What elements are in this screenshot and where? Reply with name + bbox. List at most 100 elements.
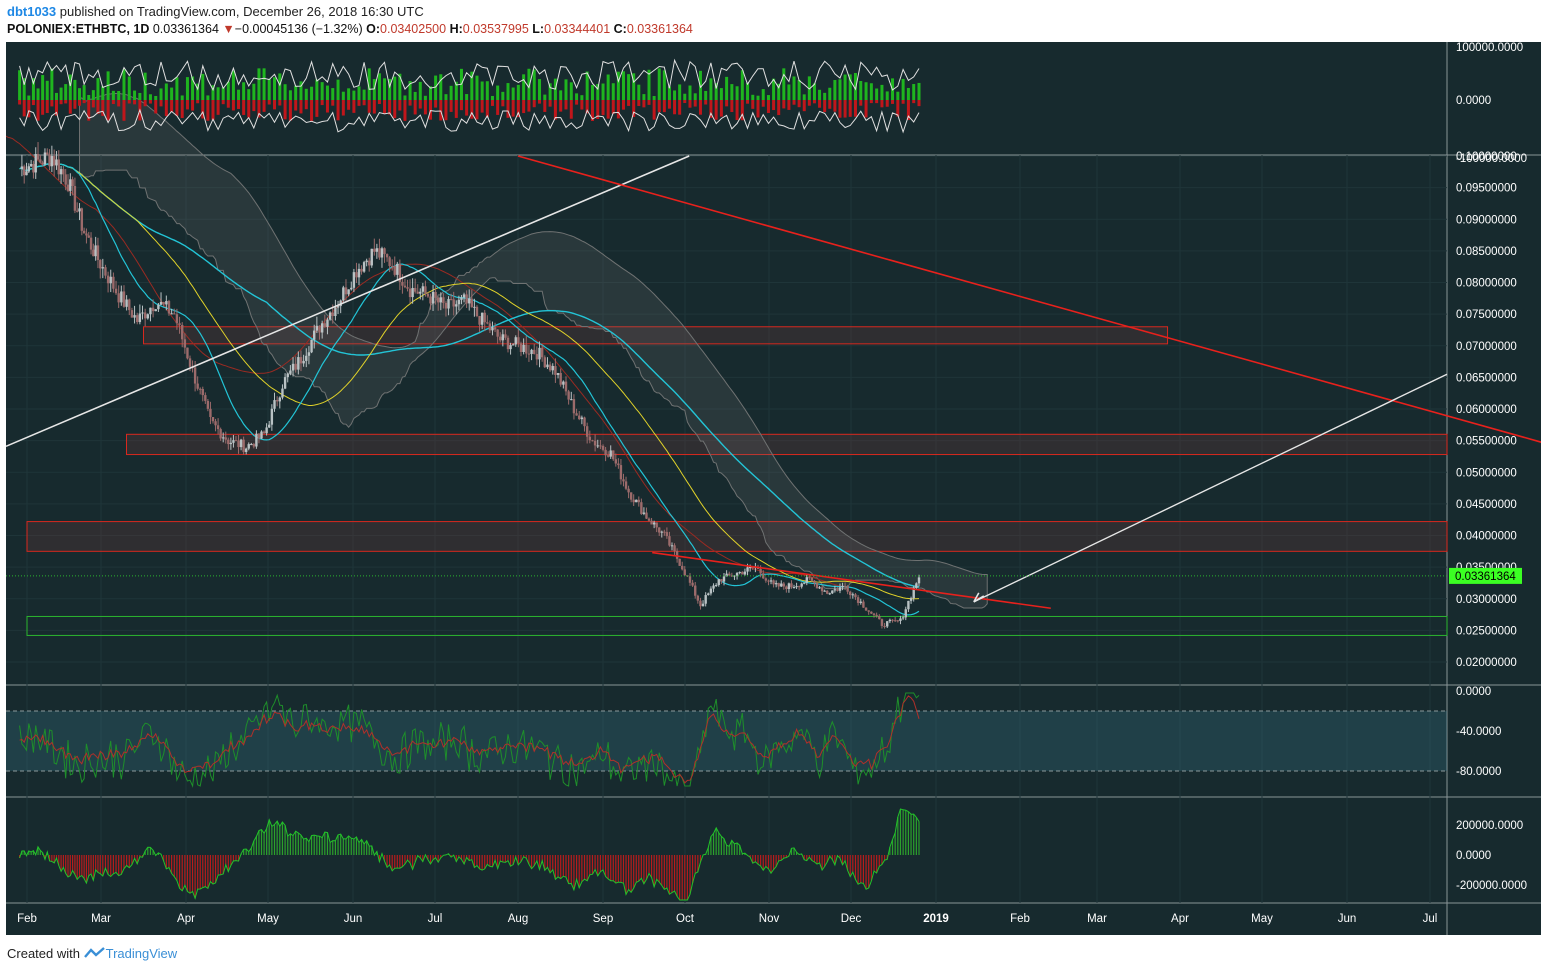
top-panel-bar-up — [64, 84, 68, 100]
top-panel-bar-up — [143, 72, 147, 100]
top-panel-bar-up — [185, 77, 189, 100]
top-panel-bar-down — [459, 100, 463, 111]
candle-body — [878, 615, 881, 620]
top-panel-bar-up — [632, 73, 636, 100]
author-link[interactable]: dbt1033 — [7, 4, 57, 19]
top-panel-bar-up — [164, 83, 168, 100]
top-panel-bar-down — [632, 100, 636, 117]
candle-body — [294, 363, 297, 370]
candle-body — [106, 275, 110, 284]
top-panel-bar-up — [231, 70, 235, 100]
top-panel-bar-up — [398, 73, 402, 100]
top-panel-bar-down — [444, 100, 448, 121]
candle-body — [851, 594, 855, 596]
candle-body — [909, 598, 913, 601]
top-panel-bar-up — [357, 86, 361, 100]
top-panel-bar-down — [714, 100, 718, 120]
top-panel-bar-down — [787, 100, 791, 110]
top-panel-bar-down — [201, 100, 205, 119]
candle-body — [437, 297, 440, 303]
top-panel-bar-up — [226, 81, 230, 100]
top-panel-bar-down — [221, 100, 225, 105]
top-panel-tick-label: 0.0000 — [1456, 95, 1491, 107]
candle-body — [772, 580, 775, 585]
candle-body — [548, 364, 552, 371]
top-panel-bar-down — [408, 100, 412, 106]
candle-body — [483, 312, 486, 323]
top-panel-bar-up — [787, 84, 791, 100]
candle-body — [336, 306, 340, 308]
top-panel-bar-up — [87, 95, 91, 100]
high-label: H: — [449, 22, 463, 36]
top-panel-bar-up — [111, 90, 115, 100]
top-panel-bar-down — [336, 100, 340, 121]
created-with-label: Created with — [7, 946, 80, 961]
candle-body — [743, 571, 747, 575]
candle-body — [751, 567, 754, 569]
candle-body — [470, 298, 474, 308]
candle-body — [408, 288, 412, 298]
candle-body — [27, 166, 31, 172]
top-panel-bar-down — [154, 100, 158, 114]
candle-body — [888, 619, 892, 622]
candle-body — [880, 619, 884, 626]
tradingview-brand[interactable]: TradingView — [105, 946, 178, 961]
top-panel-bar-up — [170, 87, 174, 100]
publish-line: dbt1033 published on TradingView.com, De… — [7, 4, 424, 19]
tradingview-chart[interactable]: 0.10000000 0.09500000 0.09000000 0.08500000… — [6, 42, 1541, 935]
top-panel-bar-down — [273, 100, 277, 110]
candle-body — [805, 577, 808, 583]
top-panel-tick-label: -100000.0000 — [1456, 153, 1527, 165]
top-panel-bar-up — [869, 83, 873, 100]
candle-body — [714, 584, 718, 586]
candle-body — [859, 601, 862, 603]
candle-body — [403, 285, 407, 288]
candle-body — [375, 248, 379, 252]
symbol-name[interactable]: POLONIEX:ETHBTC, 1D — [7, 22, 150, 36]
top-panel-bar-down — [398, 100, 402, 111]
top-panel-bar-down — [838, 100, 842, 118]
candle-body — [767, 580, 770, 582]
top-panel-bar-up — [159, 88, 163, 100]
candle-body — [112, 276, 115, 289]
top-panel-bar-down — [667, 100, 671, 109]
candle-body — [122, 291, 126, 307]
candle-body — [396, 263, 399, 275]
top-panel-bar-down — [698, 100, 702, 115]
top-panel-bar-up — [782, 68, 786, 100]
candle-body — [299, 357, 303, 364]
top-panel-bar-up — [627, 74, 631, 100]
candle-body — [157, 304, 160, 310]
top-panel-bar-down — [475, 100, 479, 120]
candle-body — [738, 572, 741, 574]
candle-body — [383, 248, 386, 255]
candle-body — [347, 289, 350, 295]
top-panel-bar-down — [216, 100, 220, 115]
top-panel-bar-up — [133, 90, 137, 100]
top-panel-bar-down — [252, 100, 256, 112]
top-panel-bar-down — [756, 100, 760, 118]
candle-body — [252, 444, 256, 447]
top-panel-bar-up — [652, 95, 656, 100]
candle-body — [803, 582, 806, 584]
top-panel-bar-down — [575, 100, 579, 105]
top-panel-bar-down — [740, 100, 744, 121]
price-tick-label: 0.06000000 — [1456, 404, 1517, 416]
candle-body — [624, 481, 628, 489]
candle-body — [606, 455, 610, 457]
top-panel-bar-up — [475, 75, 479, 100]
top-panel-bar-up — [325, 85, 329, 100]
top-panel-bar-down — [341, 100, 345, 116]
top-panel-bar-down — [559, 100, 563, 112]
candle-body — [52, 156, 56, 166]
time-tick-label: May — [1251, 913, 1273, 925]
top-panel-bar-down — [377, 100, 381, 105]
top-panel-bar-up — [377, 73, 381, 100]
candle-body — [257, 433, 261, 439]
candle-body — [133, 315, 136, 318]
candle-body — [575, 413, 578, 416]
top-panel-bar-up — [393, 76, 397, 100]
candle-body — [486, 322, 489, 324]
candle-body — [365, 260, 368, 263]
candle-body — [431, 291, 435, 304]
